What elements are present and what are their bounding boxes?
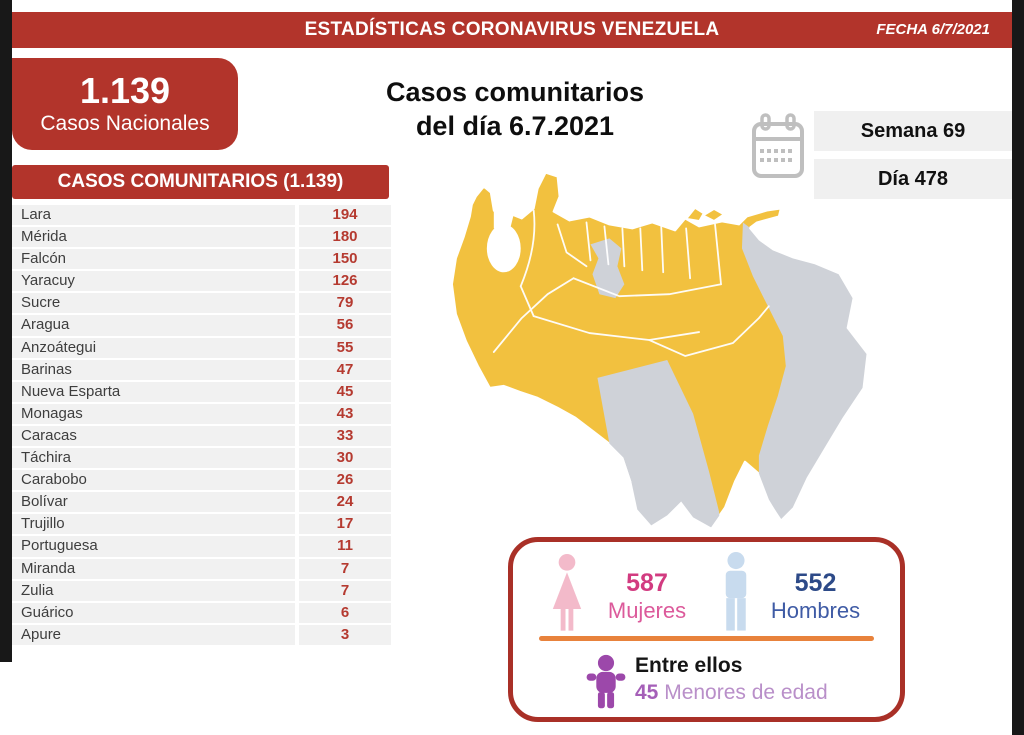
table-row: Miranda 7 (12, 558, 391, 579)
state-name-cell: Anzoátegui (12, 337, 295, 358)
table-row: Falcón 150 (12, 249, 391, 270)
state-value-cell: 150 (299, 249, 391, 270)
state-value-cell: 7 (299, 558, 391, 579)
state-name-cell: Portuguesa (12, 536, 295, 557)
state-name-cell: Caracas (12, 425, 295, 447)
child-icon (585, 654, 627, 719)
page-title-line1: Casos comunitarios (385, 77, 645, 107)
page-title-line2: del día 6.7.2021 (415, 110, 615, 141)
community-cases-banner: CASOS COMUNITARIOS (1.139) (12, 165, 389, 199)
state-value-cell: 56 (299, 315, 391, 336)
state-name-cell: Yaracuy (12, 271, 295, 292)
table-row: Sucre 79 (12, 293, 391, 314)
state-name-cell: Falcón (12, 249, 295, 270)
table-row: Táchira 30 (12, 448, 391, 469)
state-value-cell: 3 (299, 624, 391, 645)
header-date: FECHA 6/7/2021 (876, 21, 990, 38)
map-inactive-east (741, 222, 867, 522)
state-value-cell: 47 (299, 359, 391, 380)
state-name-cell: Aragua (12, 315, 295, 336)
man-icon (711, 552, 761, 639)
table-row: Anzoátegui 55 (12, 337, 391, 358)
venezuela-map (438, 166, 1016, 538)
state-name-cell: Zulia (12, 580, 295, 601)
header-bar: ESTADÍSTICAS CORONAVIRUS VENEZUELA FECHA… (12, 12, 1012, 48)
state-name-cell: Nueva Esparta (12, 381, 295, 402)
table-row: Portuguesa 11 (12, 536, 391, 557)
state-value-cell: 17 (299, 514, 391, 535)
header-title: ESTADÍSTICAS CORONAVIRUS VENEZUELA (304, 19, 720, 40)
state-value-cell: 33 (299, 425, 391, 447)
state-value-cell: 43 (299, 403, 391, 424)
demographics-box: 587 Mujeres 552 Hombres (508, 537, 905, 722)
state-value-cell: 45 (299, 381, 391, 402)
state-name-cell: Apure (12, 624, 295, 645)
state-value-cell: 26 (299, 470, 391, 491)
table-row: Aragua 56 (12, 315, 391, 336)
state-value-cell: 11 (299, 536, 391, 557)
table-row: Nueva Esparta 45 (12, 381, 391, 402)
table-row: Yaracuy 126 (12, 271, 391, 292)
table-row: Trujillo 17 (12, 514, 391, 535)
left-border-strip (0, 0, 12, 662)
minors-label: Menores de edad (664, 681, 828, 705)
table-row: Apure 3 (12, 624, 391, 645)
state-value-cell: 30 (299, 448, 391, 469)
table-row: Zulia 7 (12, 580, 391, 601)
day-badge: Día 478 (814, 159, 1012, 199)
state-name-cell: Lara (12, 205, 295, 226)
state-name-cell: Guárico (12, 602, 295, 623)
table-row: Bolívar 24 (12, 492, 391, 513)
woman-icon (541, 554, 593, 639)
state-value-cell: 55 (299, 337, 391, 358)
minors-intro: Entre ellos (635, 654, 743, 677)
state-name-cell: Barinas (12, 359, 295, 380)
page-title: Casos comunitarios del día 6.7.2021 (325, 76, 705, 144)
national-cases-label: Casos Nacionales (40, 111, 210, 135)
map-islands (686, 207, 724, 222)
state-name-cell: Bolívar (12, 492, 295, 513)
minors-count: 45 (635, 681, 659, 705)
state-value-cell: 194 (299, 205, 391, 226)
state-value-cell: 6 (299, 602, 391, 623)
state-value-cell: 79 (299, 293, 391, 314)
national-cases-box: 1.139 Casos Nacionales (12, 58, 238, 150)
men-label: Hombres (770, 597, 861, 623)
community-table-rows: Lara 194 Mérida 180 Falcón 150 Yaracuy 126 Sucre… (12, 205, 391, 645)
women-count: 587 (626, 569, 668, 597)
table-row: Carabobo 26 (12, 470, 391, 491)
state-name-cell: Monagas (12, 403, 295, 424)
minors-line: 45 Menores de edad (635, 679, 885, 706)
table-row: Monagas 43 (12, 403, 391, 424)
state-value-cell: 24 (299, 492, 391, 513)
state-name-cell: Mérida (12, 227, 295, 248)
table-row: Caracas 33 (12, 425, 391, 447)
state-value-cell: 7 (299, 580, 391, 601)
state-name-cell: Carabobo (12, 470, 295, 491)
calendar-icon (749, 112, 807, 189)
week-badge: Semana 69 (814, 111, 1012, 151)
table-row: Mérida 180 (12, 227, 391, 248)
orange-divider (539, 636, 874, 641)
state-value-cell: 126 (299, 271, 391, 292)
table-row: Guárico 6 (12, 602, 391, 623)
state-name-cell: Sucre (12, 293, 295, 314)
women-label: Mujeres (607, 597, 687, 623)
table-row: Lara 194 (12, 205, 391, 226)
state-name-cell: Miranda (12, 558, 295, 579)
state-name-cell: Táchira (12, 448, 295, 469)
men-count: 552 (794, 569, 837, 597)
state-value-cell: 180 (299, 227, 391, 248)
national-cases-value: 1.139 (79, 70, 171, 112)
state-name-cell: Trujillo (12, 514, 295, 535)
map-inactive-center (590, 238, 625, 299)
right-border-strip (1012, 0, 1024, 735)
table-row: Barinas 47 (12, 359, 391, 380)
map-inactive-south (597, 359, 722, 528)
